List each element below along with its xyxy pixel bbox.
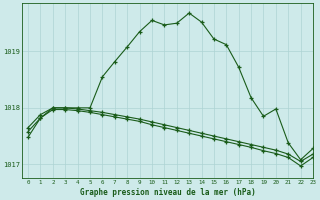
X-axis label: Graphe pression niveau de la mer (hPa): Graphe pression niveau de la mer (hPa) xyxy=(80,188,255,197)
